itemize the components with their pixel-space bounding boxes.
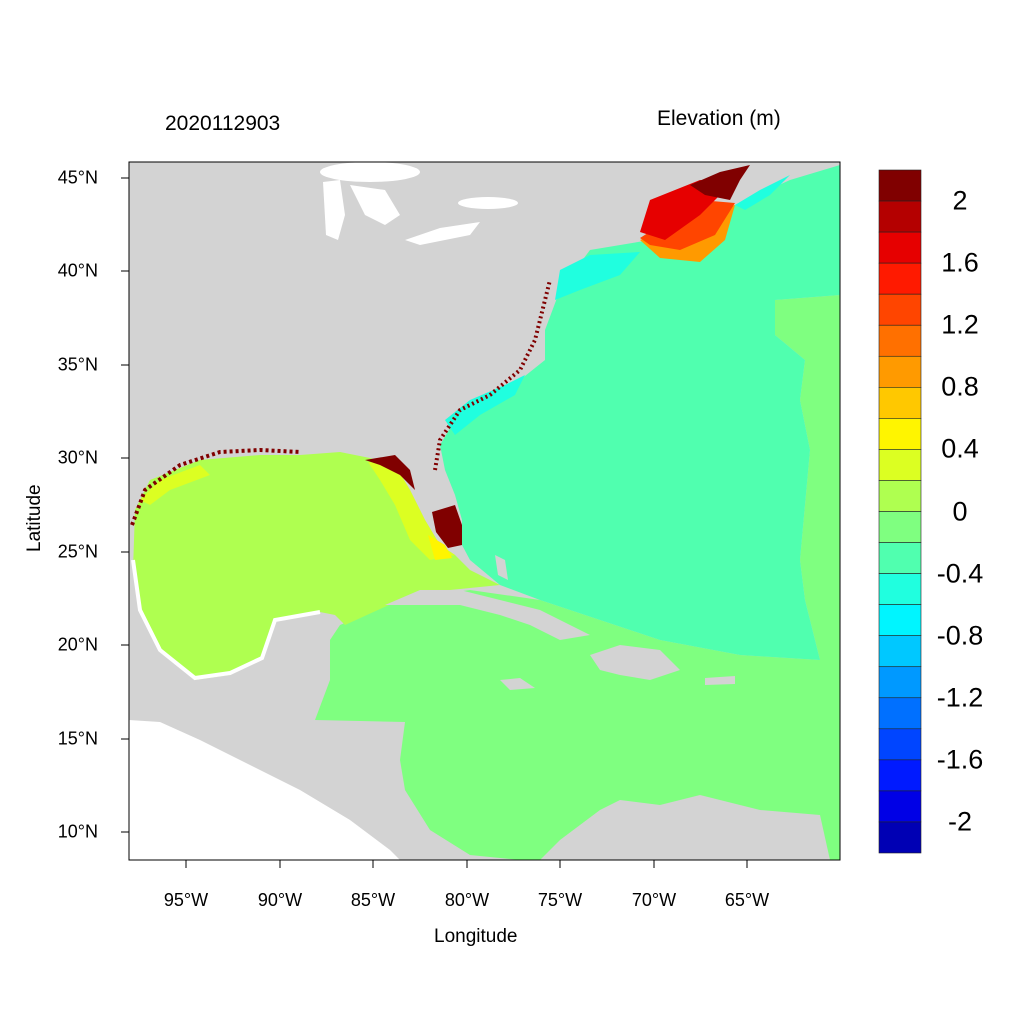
colorbar-label: 2: [952, 185, 968, 216]
lake-erie: [405, 222, 480, 245]
colorbar-box: [878, 200, 922, 233]
x-tick-label: 70°W: [631, 890, 677, 910]
colorbar-label: 0: [952, 496, 968, 526]
colorbar-box: [878, 355, 922, 388]
florida-surge: [432, 505, 462, 548]
date-label: 2020112903: [165, 112, 281, 135]
x-tick-label: 90°W: [257, 890, 303, 910]
lake-ontario: [458, 197, 518, 209]
caribbean-water: [315, 295, 840, 860]
variable-label: Elevation (m): [657, 107, 781, 130]
colorbar-box: [878, 728, 922, 761]
colorbar-label: -2: [947, 806, 972, 837]
colorbar-box: [878, 759, 922, 792]
colorbar-box: [878, 573, 922, 605]
colorbar-box: [878, 635, 922, 668]
lake-michigan: [323, 180, 345, 240]
colorbar-box: [878, 231, 922, 264]
hispaniola: [590, 645, 680, 680]
bigbend-surge: [365, 455, 415, 490]
x-tick-label: 95°W: [163, 890, 209, 910]
gulf-coastal-high: [140, 465, 210, 505]
y-tick-label: 40°N: [57, 260, 98, 281]
colorbar-label: 0.8: [941, 371, 979, 402]
x-tick-label: 75°W: [537, 890, 583, 910]
coastal-band: [555, 252, 640, 300]
pacific-nodata: [129, 720, 400, 860]
colorbar-label: 1.2: [941, 309, 979, 340]
y-axis-label: Latitude: [24, 484, 45, 552]
lake-superior: [320, 162, 420, 182]
colorbar-box: [878, 449, 922, 481]
colorbar-label: 0.4: [941, 433, 979, 464]
gulf-of-maine-surge: [690, 165, 750, 200]
gulf-coast-surge: [130, 447, 301, 526]
florida-yellow: [428, 535, 452, 560]
colorbar-box: [878, 293, 922, 326]
y-tick-label: 35°N: [57, 354, 98, 375]
y-tick-label: 45°N: [57, 167, 98, 188]
atlantic-water: [440, 165, 840, 660]
cuba: [385, 590, 590, 640]
x-tick-marks: [185, 860, 748, 868]
andros-island: [495, 555, 508, 580]
colorbar-box: [878, 324, 922, 357]
colorbar-box: [878, 790, 922, 823]
y-tick-marks: [121, 177, 129, 833]
jamaica: [500, 678, 535, 690]
colorbar-label: -0.4: [936, 558, 984, 589]
y-tick-label: 15°N: [57, 728, 98, 749]
colorbar-box: [878, 666, 922, 699]
colorbar-label: -1.6: [936, 744, 984, 775]
y-tick-label: 10°N: [57, 821, 98, 842]
gulf-coastal-high: [368, 462, 455, 560]
colorbar: [878, 169, 922, 854]
mexico-coast-nodata: [131, 559, 321, 681]
colorbar-box: [878, 418, 922, 450]
colorbar-box: [878, 262, 922, 295]
x-axis-label: Longitude: [434, 926, 518, 947]
colorbar-box: [878, 480, 922, 512]
y-tick-label: 20°N: [57, 634, 98, 655]
colorbar-box: [878, 511, 922, 543]
colorbar-box: [878, 169, 922, 202]
colorbar-label: -1.2: [936, 682, 984, 713]
colorbar-box: [878, 387, 922, 419]
y-tick-label: 30°N: [57, 447, 98, 468]
y-tick-label: 25°N: [57, 541, 98, 562]
colorbar-box: [878, 697, 922, 730]
colorbar-box: [878, 542, 922, 574]
x-tick-label: 80°W: [444, 890, 490, 910]
colorbar-label: 1.6: [941, 247, 979, 278]
x-tick-label: 65°W: [724, 890, 770, 910]
x-tick-label: 85°W: [350, 890, 396, 910]
plot-frame: [128, 161, 841, 861]
east-coast-surge: [433, 279, 552, 471]
lake-huron: [350, 185, 400, 225]
colorbar-box: [878, 604, 922, 636]
coastal-band: [445, 375, 525, 435]
coastal-band: [735, 175, 790, 210]
colorbar-label: -0.8: [936, 620, 984, 651]
puerto-rico: [705, 676, 735, 685]
colorbar-box: [878, 821, 922, 854]
